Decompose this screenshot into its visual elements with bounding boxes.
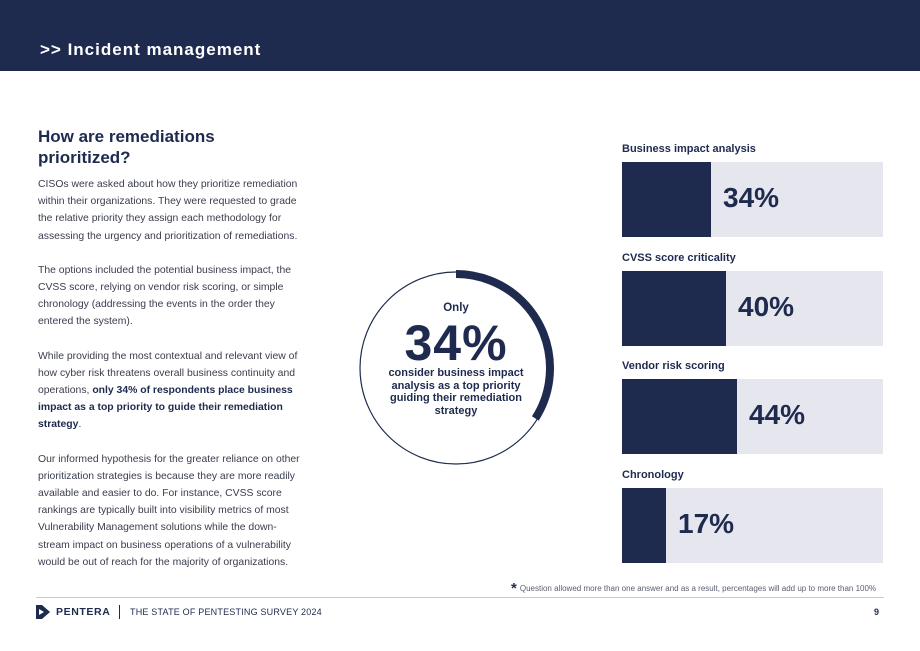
bar-fill xyxy=(622,162,711,237)
bar-label: Chronology xyxy=(622,468,684,481)
section-title: >> Incident management xyxy=(40,40,262,59)
bar-track: 34% xyxy=(622,162,883,237)
paragraph-3-end: . xyxy=(78,419,82,431)
pentera-logo-icon xyxy=(36,605,50,619)
footnote: * Question allowed more than one answer a… xyxy=(511,578,877,597)
article-body: CISOs were asked about how they prioriti… xyxy=(38,176,303,588)
page-number: 9 xyxy=(874,607,880,617)
bar-fill xyxy=(622,487,666,563)
bar-value-label: 44% xyxy=(749,399,806,430)
bar-fill xyxy=(622,270,726,346)
brand-name: PENTERA xyxy=(56,606,111,618)
paragraph-4: Our informed hypothesis for the greater … xyxy=(38,453,300,568)
footnote-text: Question allowed more than one answer an… xyxy=(519,584,877,593)
donut-arc xyxy=(358,270,554,466)
callout-value: 34% xyxy=(404,315,508,371)
bar-value-label: 17% xyxy=(678,507,735,539)
bar-label: CVSS score criticality xyxy=(622,251,736,264)
footer-separator xyxy=(119,605,120,619)
footnote-asterisk: * xyxy=(511,580,517,597)
paragraph-1: CISOs were asked about how they prioriti… xyxy=(38,179,298,242)
article-heading: How are remediations prioritized? xyxy=(38,127,215,167)
callout-donut: Only 34% consider business impact analys… xyxy=(356,268,556,468)
header-band xyxy=(0,0,920,71)
survey-title: THE STATE OF PENTESTING SURVEY 2024 xyxy=(130,607,322,617)
paragraph-3-emphasis: only 34% of respondents place business i… xyxy=(38,385,293,431)
bar-value-label: 34% xyxy=(723,182,780,213)
bar-label: Business impact analysis xyxy=(622,143,756,155)
callout-caption: consider business impact analysis as a t… xyxy=(388,367,524,417)
bar-value-label: 40% xyxy=(738,290,795,322)
paragraph-3-lead: While providing the most contextual and … xyxy=(38,350,298,397)
footer-divider xyxy=(36,597,884,598)
bar-track: 17% xyxy=(622,487,883,563)
paragraph-3: While providing the most contextual and … xyxy=(38,348,303,434)
bar-track: 44% xyxy=(622,379,883,454)
bar-track: 40% xyxy=(622,270,883,346)
paragraph-2: The options included the potential busin… xyxy=(38,264,291,328)
donut-ring xyxy=(358,270,554,466)
callout-prefix: Only xyxy=(443,302,469,314)
bar-fill xyxy=(622,379,737,454)
bar-label: Vendor risk scoring xyxy=(622,360,725,372)
